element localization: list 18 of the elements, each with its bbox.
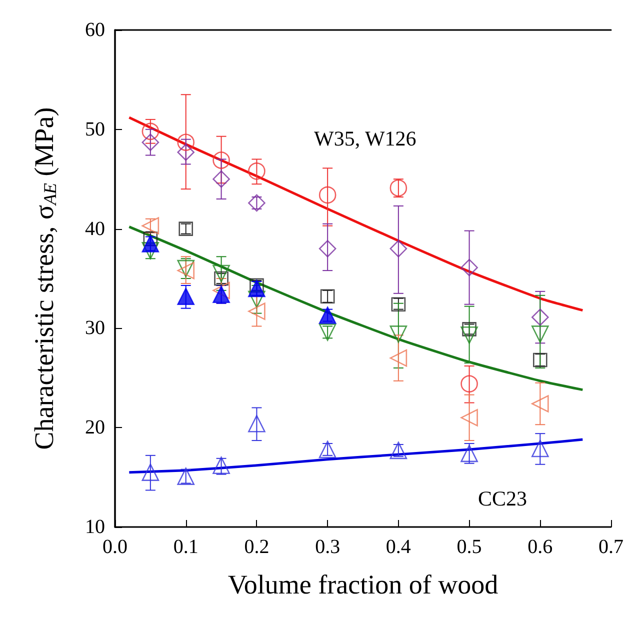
x-tick-label: 0.1 [173,536,198,558]
annotation: CC23 [478,486,528,510]
x-tick-label: 0.5 [456,536,482,558]
y-tick-label: 50 [85,118,105,140]
x-axis-title: Volume fraction of wood [228,570,499,600]
x-tick-label: 0.3 [315,536,340,558]
y-tick-label: 10 [85,516,105,538]
y-axis-title: Characteristic stress, σAE (MPa) [29,107,60,450]
x-tick-label: 0.7 [598,536,624,558]
y-tick-label: 30 [85,317,105,340]
annotation: W35, W126 [314,126,416,150]
y-tick-label: 20 [85,416,105,439]
x-tick-label: 0.4 [386,536,411,558]
x-tick-label: 0.2 [244,536,270,558]
y-tick-label: 40 [85,218,105,240]
x-tick-label: 0.6 [528,536,553,558]
y-tick-label: 60 [85,19,105,41]
x-tick-label: 0.0 [102,536,128,558]
